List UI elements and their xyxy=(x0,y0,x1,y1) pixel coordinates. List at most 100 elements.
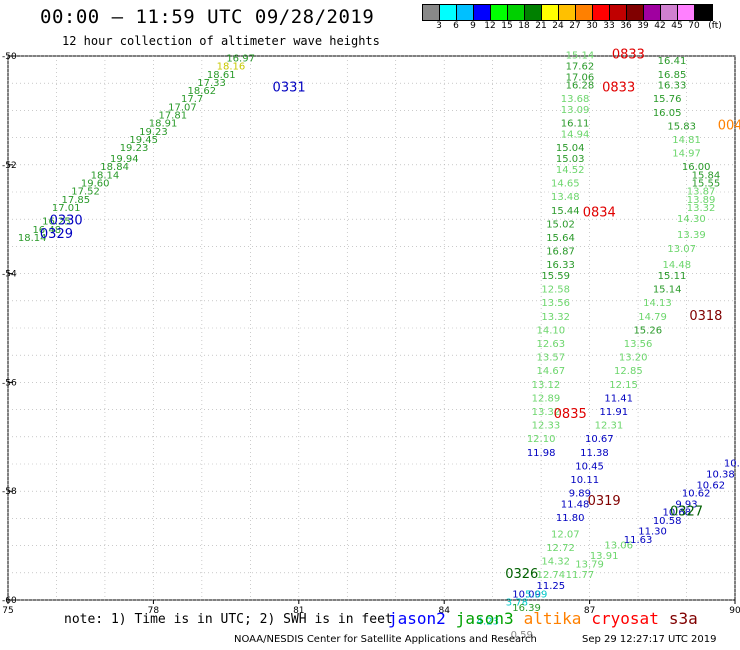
x-tick-label: 75 xyxy=(2,606,13,616)
wave-height-value: 15.03 xyxy=(556,154,585,165)
wave-height-value: 11.77 xyxy=(566,570,595,581)
wave-height-value: 14.48 xyxy=(663,260,692,271)
wave-height-value: 13.56 xyxy=(541,298,570,309)
pass-time-label: 0330 xyxy=(50,214,83,229)
wave-height-value: 16.48 xyxy=(32,225,61,236)
wave-height-value: 11.98 xyxy=(527,448,556,459)
wave-height-value: 14.32 xyxy=(541,557,570,568)
wave-height-value: 13.89 xyxy=(687,195,716,206)
legend-label: 3 xyxy=(436,21,442,31)
wave-height-value: 19.94 xyxy=(110,154,139,165)
legend-label: 39 xyxy=(637,21,649,31)
wave-height-value: 9.89 xyxy=(569,489,591,500)
legend-label: 45 xyxy=(671,21,683,31)
legend-label: 18 xyxy=(518,21,530,31)
wave-height-value: 14.81 xyxy=(672,135,701,146)
wave-height-value: 17.01 xyxy=(52,203,81,214)
satellite-cryosat: cryosat xyxy=(591,609,659,628)
wave-height-value: 16.25 xyxy=(42,217,71,228)
y-tick-label: -54 xyxy=(2,270,17,280)
wave-height-value: 15.76 xyxy=(653,94,682,105)
wave-height-value: 15.83 xyxy=(667,121,696,132)
legend-label: 70 xyxy=(688,21,700,31)
y-tick-label: -50 xyxy=(2,52,17,62)
wave-height-value: 18.84 xyxy=(100,162,129,173)
wave-height-value: 18.16 xyxy=(217,62,246,73)
wave-height-value: 15.26 xyxy=(633,325,662,336)
wave-height-value: 16.87 xyxy=(546,247,575,258)
wave-height-value: 17.06 xyxy=(566,72,595,83)
legend-label: 6 xyxy=(453,21,459,31)
page-subtitle: 12 hour collection of altimeter wave hei… xyxy=(62,34,380,48)
legend-swatch xyxy=(440,5,457,20)
legend-label: (ft) xyxy=(708,21,722,31)
x-tick-label: 87 xyxy=(584,606,595,616)
satellite-s3a: s3a xyxy=(668,609,698,628)
wave-height-value: 18.61 xyxy=(207,70,236,81)
wave-height-value: 16.85 xyxy=(658,70,687,81)
wave-height-value: 10.09 xyxy=(512,589,541,600)
wave-height-value: 14.97 xyxy=(672,149,701,160)
wave-height-value: 10.38 xyxy=(706,470,735,481)
wave-height-value: 15.59 xyxy=(541,271,570,282)
x-tick-label: 90 xyxy=(729,606,740,616)
wave-height-value: 19.23 xyxy=(120,143,149,154)
wave-height-value: 16.33 xyxy=(658,81,687,92)
legend-swatch xyxy=(525,5,542,20)
wave-height-value: 10.62 xyxy=(696,480,725,491)
pass-time-label: 0834 xyxy=(583,205,616,220)
wave-height-value: 10.4 xyxy=(724,459,740,470)
wave-height-value: 16.41 xyxy=(658,56,687,67)
x-tick-label: 84 xyxy=(438,606,450,616)
legend-swatch xyxy=(542,5,559,20)
legend-swatch xyxy=(627,5,644,20)
color-legend-labels: 3 6 9 12 15 18 21 24 27 30 33 36 39 42 45 70 (ft) xyxy=(422,21,740,33)
wave-height-value: 13.68 xyxy=(561,94,590,105)
color-legend-bar xyxy=(422,4,713,21)
pass-time-label: 0835 xyxy=(554,407,587,422)
pass-time-label: 0833 xyxy=(612,48,645,63)
pass-time-label: 004 xyxy=(718,118,740,133)
wave-height-value: 13.32 xyxy=(541,312,570,323)
legend-swatch xyxy=(423,5,440,20)
legend-swatch xyxy=(610,5,627,20)
legend-label: 15 xyxy=(501,21,513,31)
wave-height-value: 12.15 xyxy=(609,380,638,391)
wave-height-value: 14.13 xyxy=(643,298,672,309)
wave-height-value: 16.11 xyxy=(561,119,590,130)
wave-height-value: 12.72 xyxy=(546,543,575,554)
pass-time-label: 0833 xyxy=(602,80,635,95)
wave-height-value: 15.55 xyxy=(692,179,721,190)
wave-height-value: 11.41 xyxy=(604,393,633,404)
wave-height-value: 15.14 xyxy=(566,51,595,62)
wave-height-value: 11.63 xyxy=(624,535,653,546)
y-tick-label: -56 xyxy=(2,378,17,388)
wave-height-value: 15.44 xyxy=(551,206,580,217)
wave-height-value: 17.33 xyxy=(197,78,226,89)
legend-label: 30 xyxy=(586,21,598,31)
legend-swatch xyxy=(559,5,576,20)
wave-height-value: 10.58 xyxy=(653,516,682,527)
wave-height-value: 13.32 xyxy=(687,203,716,214)
wave-height-value: 11.91 xyxy=(600,407,629,418)
wave-height-value: 14.52 xyxy=(556,165,585,176)
wave-height-value: 12.74 xyxy=(537,570,566,581)
footnote: note: 1) Time is in UTC; 2) SWH is in fe… xyxy=(64,612,393,627)
pass-time-label: 0318 xyxy=(689,309,722,324)
legend-label: 33 xyxy=(603,21,615,31)
wave-height-value: 12.33 xyxy=(532,421,561,432)
legend-swatch xyxy=(508,5,525,20)
legend-label: 36 xyxy=(620,21,632,31)
wave-height-value: 13.91 xyxy=(590,551,619,562)
wave-height-value: 10.67 xyxy=(585,434,614,445)
wave-height-value: 15.02 xyxy=(546,219,575,230)
y-tick-label: -60 xyxy=(2,596,17,606)
wave-height-value: 19.45 xyxy=(129,135,158,146)
legend-swatch xyxy=(593,5,610,20)
wave-height-value: 11.25 xyxy=(537,581,566,592)
wave-height-value: 17.81 xyxy=(158,111,187,122)
legend-label: 24 xyxy=(552,21,564,31)
pass-time-label: 0319 xyxy=(588,494,621,509)
wave-height-value: 13.57 xyxy=(537,353,566,364)
wave-height-value: 19.60 xyxy=(81,179,110,190)
